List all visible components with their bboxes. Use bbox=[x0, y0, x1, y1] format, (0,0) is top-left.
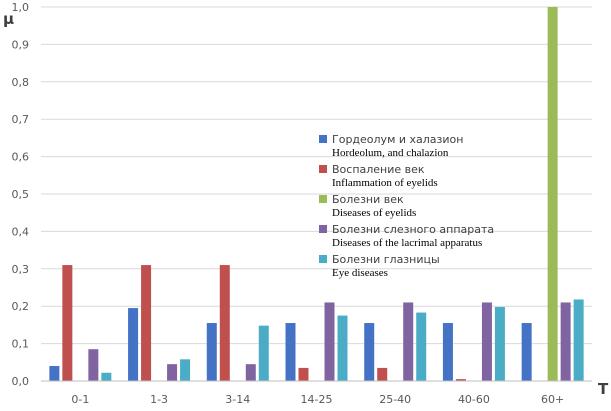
y-tick-label: 1,0 bbox=[12, 1, 30, 14]
bar bbox=[49, 366, 60, 381]
bar bbox=[494, 306, 505, 381]
bar bbox=[416, 312, 427, 381]
bar bbox=[245, 364, 256, 381]
x-tick-label: 3-14 bbox=[225, 393, 250, 406]
y-tick-label: 0,2 bbox=[12, 300, 30, 313]
x-tick-label: 25-40 bbox=[379, 393, 411, 406]
bars bbox=[49, 7, 584, 381]
bar bbox=[573, 299, 584, 381]
legend-swatch bbox=[319, 135, 327, 143]
bar bbox=[481, 302, 492, 381]
bar bbox=[560, 302, 571, 381]
x-tick-label: 0-1 bbox=[71, 393, 89, 406]
bar bbox=[403, 302, 414, 381]
x-tick-labels: 0-1 1-3 3-14 14-25 25-40 40-60 60+ bbox=[71, 393, 564, 406]
legend-label: Болезни век bbox=[332, 193, 404, 206]
legend-label-translation: Diseases of the lacrimal apparatus bbox=[332, 237, 482, 249]
legend-swatch bbox=[319, 225, 327, 233]
bar bbox=[180, 359, 191, 381]
y-tick-label: 0,3 bbox=[12, 263, 30, 276]
y-tick-label: 0,5 bbox=[12, 188, 30, 201]
legend-swatch bbox=[319, 165, 327, 173]
legend-label-translation: Inflammation of eyelids bbox=[332, 177, 438, 189]
legend-label: Болезни слезного аппарата bbox=[332, 223, 494, 236]
bar bbox=[337, 315, 348, 381]
y-tick-label: 0,1 bbox=[12, 338, 30, 351]
bar bbox=[128, 308, 139, 381]
bar bbox=[547, 7, 558, 381]
y-tick-labels: 0,0 0,1 0,2 0,3 0,4 0,5 0,6 0,7 0,8 0,9 1,0 bbox=[12, 1, 30, 388]
x-tick-label: 40-60 bbox=[458, 393, 490, 406]
y-tick-label: 0,0 bbox=[12, 375, 30, 388]
x-tick-label: 60+ bbox=[541, 393, 564, 406]
x-tick-label: 14-25 bbox=[301, 393, 333, 406]
bar bbox=[101, 372, 112, 381]
legend-label-translation: Hordeolum, and chalazion bbox=[332, 147, 449, 159]
y-axis-label: μ bbox=[3, 10, 14, 28]
y-tick-label: 0,7 bbox=[12, 113, 30, 126]
bar bbox=[141, 265, 152, 381]
legend-label: Болезни глазницы bbox=[332, 253, 440, 266]
bar bbox=[167, 364, 178, 381]
bar bbox=[324, 302, 335, 381]
legend-swatch bbox=[319, 195, 327, 203]
bar bbox=[285, 323, 296, 381]
legend-label: Воспаление век bbox=[332, 163, 425, 176]
x-tick-label: 1-3 bbox=[150, 393, 168, 406]
bar bbox=[455, 379, 466, 381]
bar bbox=[521, 323, 532, 381]
legend-label-translation: Eye diseases bbox=[332, 267, 388, 279]
bar bbox=[62, 265, 73, 381]
bar bbox=[206, 323, 217, 381]
y-tick-label: 0,4 bbox=[12, 225, 30, 238]
bar bbox=[377, 367, 388, 381]
bar bbox=[88, 349, 99, 381]
legend-swatch bbox=[319, 255, 327, 263]
x-axis-label: T bbox=[598, 380, 609, 398]
bar bbox=[219, 265, 230, 381]
legend-label-translation: Diseases of eyelids bbox=[332, 207, 416, 219]
y-tick-label: 0,8 bbox=[12, 76, 30, 89]
bar bbox=[258, 325, 269, 381]
y-tick-label: 0,6 bbox=[12, 151, 30, 164]
bar bbox=[364, 323, 375, 381]
legend-label: Гордеолум и халазион bbox=[332, 133, 463, 146]
bar bbox=[442, 323, 453, 381]
gridlines bbox=[41, 6, 592, 345]
y-tick-label: 0,9 bbox=[12, 38, 30, 51]
bar bbox=[298, 367, 309, 381]
